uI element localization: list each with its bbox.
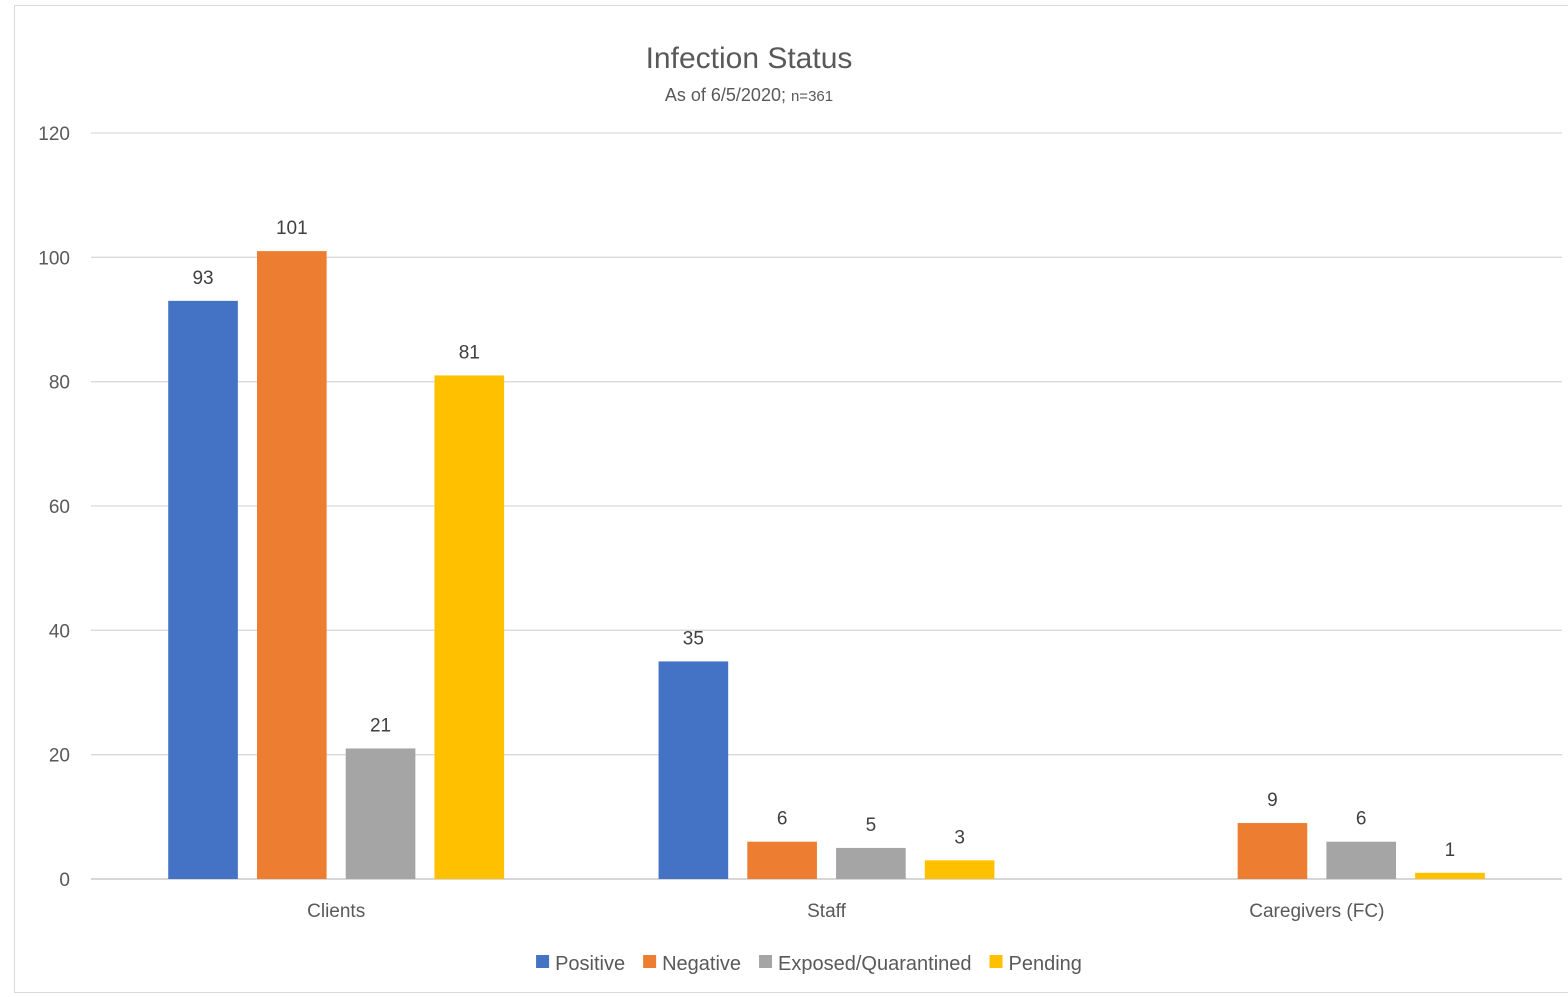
x-tick-label: Staff: [807, 901, 846, 922]
data-label: 21: [370, 715, 391, 736]
subtitle-count: n=361: [791, 88, 833, 105]
bar-positive: [658, 661, 729, 879]
data-label: 1: [1445, 840, 1456, 861]
x-tick-label: Caregivers (FC): [1249, 901, 1384, 922]
data-label: 35: [683, 628, 704, 649]
bar-exposed-quarantined: [836, 847, 906, 879]
x-axis-ticks: Clients Staff Caregivers (FC): [307, 901, 1384, 922]
data-label: 101: [276, 218, 308, 239]
bar-negative: [747, 841, 817, 879]
legend-swatch: [759, 955, 773, 968]
bar-positive: [168, 300, 238, 880]
legend-item: Exposed/Quarantined: [759, 953, 972, 975]
data-labels: 93 101 21 81 35 6 5 3 9 6 1: [192, 218, 1455, 861]
legend-swatch: [989, 955, 1003, 968]
data-label: 3: [954, 827, 965, 848]
data-label: 81: [459, 342, 480, 363]
y-tick-label: 20: [49, 746, 70, 767]
legend-label: Pending: [1009, 953, 1082, 975]
bars: [168, 251, 1485, 880]
legend-label: Exposed/Quarantined: [778, 953, 971, 975]
bar-negative: [1237, 823, 1308, 879]
bar-exposed-quarantined: [345, 748, 416, 879]
bar-pending: [924, 860, 995, 879]
legend-item: Negative: [643, 953, 741, 975]
bar-pending: [1415, 872, 1485, 879]
bar-pending: [434, 375, 505, 879]
x-tick-label: Clients: [307, 901, 365, 922]
y-tick-label: 60: [49, 497, 70, 518]
y-tick-label: 40: [49, 621, 70, 642]
y-tick-label: 120: [38, 124, 70, 145]
legend-item: Pending: [989, 953, 1082, 975]
chart-subtitle: As of 6/5/2020; n=361: [665, 85, 833, 105]
y-tick-label: 100: [38, 248, 70, 269]
legend-swatch: [643, 955, 657, 968]
bar-exposed-quarantined: [1326, 841, 1397, 879]
y-tick-label: 0: [59, 870, 70, 891]
chart-title: Infection Status: [646, 42, 853, 75]
legend-swatch: [536, 955, 550, 968]
data-label: 9: [1267, 790, 1278, 811]
data-label: 6: [777, 809, 788, 830]
legend: Positive Negative Exposed/Quarantined Pendi…: [536, 953, 1082, 975]
legend-item: Positive: [536, 953, 625, 975]
data-label: 5: [866, 815, 877, 836]
legend-label: Positive: [555, 953, 625, 975]
data-label: 6: [1356, 809, 1367, 830]
y-tick-label: 80: [49, 373, 70, 394]
gridlines: [91, 132, 1562, 880]
bar-negative: [256, 251, 327, 879]
data-label: 93: [192, 268, 213, 289]
subtitle-date: As of 6/5/2020;: [665, 85, 791, 105]
legend-label: Negative: [662, 953, 741, 975]
y-axis-ticks: 0 20 40 60 80 100 120: [38, 124, 70, 891]
